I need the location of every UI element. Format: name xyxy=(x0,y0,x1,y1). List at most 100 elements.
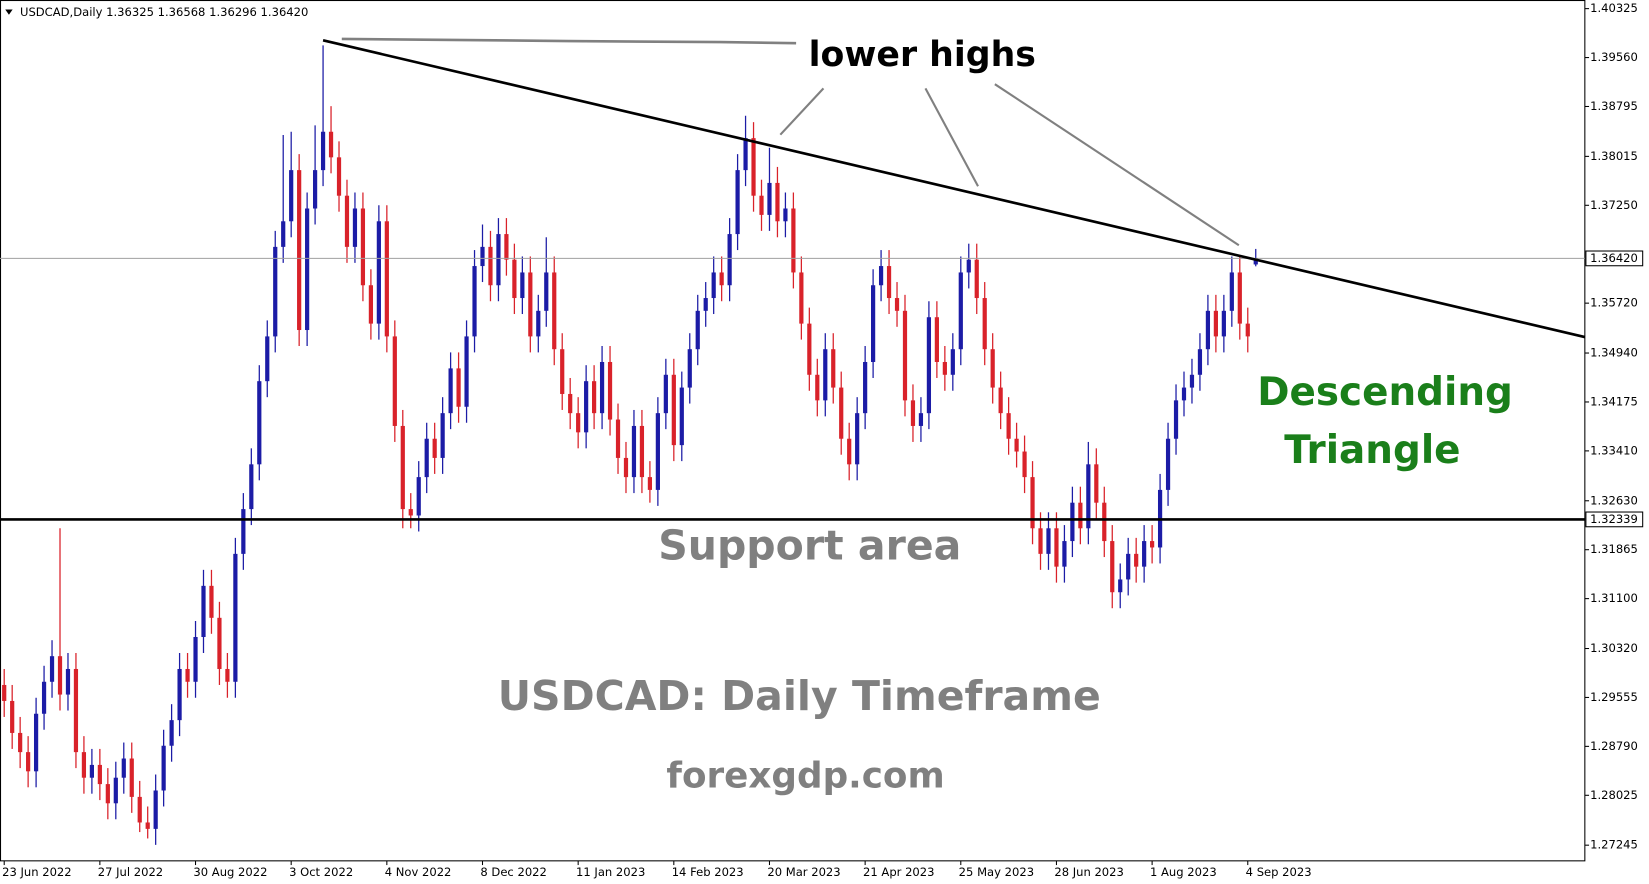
candle-body xyxy=(942,361,947,375)
candle-body xyxy=(73,668,79,753)
candle-body xyxy=(368,285,374,324)
x-tick-label: 3 Oct 2022 xyxy=(289,865,353,879)
last-price-label: 1.36420 xyxy=(1590,251,1638,265)
candle-body xyxy=(1062,541,1067,567)
candle-body xyxy=(305,208,310,331)
candle-body xyxy=(671,374,676,446)
candle-body xyxy=(735,170,740,235)
trendline xyxy=(322,39,1586,339)
candle-body xyxy=(1245,323,1250,337)
candle-body xyxy=(97,764,102,785)
candle-body xyxy=(41,681,47,714)
x-tick-label: 30 Aug 2022 xyxy=(193,865,267,879)
candle-body xyxy=(934,317,939,362)
candle-body xyxy=(807,323,812,375)
candle-body xyxy=(496,234,501,286)
candle-body xyxy=(201,585,206,638)
annotation-pattern: Triangle xyxy=(1284,428,1460,473)
candle-body xyxy=(57,656,63,695)
y-tick-label: 1.38015 xyxy=(1590,149,1638,163)
candle-body xyxy=(145,822,150,829)
candle-body xyxy=(161,745,166,791)
candle-body xyxy=(392,336,397,426)
candle-body xyxy=(544,272,549,311)
candle-body xyxy=(687,349,692,388)
candle-body xyxy=(918,413,924,426)
header: USDCAD,Daily 1.36325 1.36568 1.36296 1.3… xyxy=(20,5,308,19)
candle-body xyxy=(894,298,900,311)
candle-body xyxy=(137,796,142,823)
candle-body xyxy=(81,752,87,778)
candle-body xyxy=(902,310,908,401)
y-tick-label: 1.34175 xyxy=(1590,394,1638,408)
candle-body xyxy=(568,393,573,414)
candle-body xyxy=(480,246,485,267)
candle-body xyxy=(1022,451,1027,478)
candle-body xyxy=(1014,438,1019,452)
candle-body xyxy=(384,221,389,337)
candle-body xyxy=(33,713,39,772)
annotation-support: Support area xyxy=(658,521,961,569)
candle-body xyxy=(1229,272,1234,311)
candle-body xyxy=(249,464,254,510)
candle-body xyxy=(1038,528,1043,554)
candle-body xyxy=(49,656,55,682)
candle-body xyxy=(1030,477,1035,529)
candle-body xyxy=(886,266,892,299)
candle-body xyxy=(926,317,932,414)
candle-body xyxy=(273,246,278,337)
y-tick-label: 1.28025 xyxy=(1590,788,1638,802)
candle-body xyxy=(631,425,637,478)
last-price-box xyxy=(1585,250,1644,267)
candle-body xyxy=(560,349,565,394)
candle-body xyxy=(695,310,700,350)
candle-body xyxy=(831,349,836,388)
candle-body xyxy=(257,381,262,465)
candle-body xyxy=(328,131,334,158)
candle-body xyxy=(1086,464,1091,529)
candle-body xyxy=(839,387,844,439)
candle-body xyxy=(153,790,158,829)
candle-body xyxy=(990,349,995,388)
y-tick-label: 1.29555 xyxy=(1590,690,1638,704)
candle-body xyxy=(408,509,413,516)
x-tick-label: 20 Mar 2023 xyxy=(767,865,840,879)
candle-body xyxy=(655,413,660,490)
candle-body xyxy=(416,477,421,516)
candle-body xyxy=(129,758,134,797)
candle-body xyxy=(344,195,350,247)
annotation-arrow xyxy=(924,87,979,187)
candle-body xyxy=(775,182,780,222)
y-tick-label: 1.31100 xyxy=(1590,591,1638,605)
candle-body xyxy=(193,637,198,682)
candle-body xyxy=(584,381,589,433)
candle-body xyxy=(966,259,971,273)
candle-body xyxy=(289,170,294,222)
candle-body xyxy=(281,221,286,247)
annotation-arrow xyxy=(779,87,825,136)
y-tick-label: 1.31865 xyxy=(1590,542,1638,556)
candle-body xyxy=(679,387,684,446)
candle-body xyxy=(336,157,342,196)
support-box xyxy=(1585,511,1644,528)
candle-body xyxy=(233,553,238,682)
candle-body xyxy=(536,310,541,337)
candle-body xyxy=(615,419,621,458)
candle-body xyxy=(2,684,7,701)
candle-body xyxy=(456,368,461,407)
candle-body xyxy=(424,438,429,478)
candle-body xyxy=(488,246,493,286)
candle-body xyxy=(241,509,246,554)
candle-body xyxy=(520,272,525,299)
candle-body xyxy=(863,361,868,414)
candle-body xyxy=(815,374,820,401)
candle-body xyxy=(360,208,366,286)
x-tick-label: 23 Jun 2022 xyxy=(2,865,72,879)
candle-body xyxy=(1110,541,1115,593)
candle-body xyxy=(1118,579,1123,593)
candle-body xyxy=(113,777,118,804)
candle-body xyxy=(352,208,358,247)
candle-body xyxy=(1078,502,1083,529)
candle-body xyxy=(751,138,756,196)
